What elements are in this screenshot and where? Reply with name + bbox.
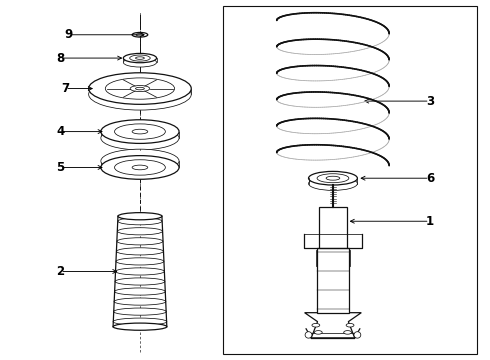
Ellipse shape [115, 288, 165, 295]
Ellipse shape [113, 323, 167, 330]
Text: 1: 1 [426, 215, 434, 228]
Ellipse shape [123, 58, 157, 67]
Ellipse shape [117, 238, 163, 245]
Ellipse shape [136, 33, 144, 36]
Ellipse shape [123, 53, 157, 63]
Ellipse shape [354, 332, 361, 338]
Ellipse shape [116, 268, 164, 275]
Text: 3: 3 [426, 95, 434, 108]
Ellipse shape [105, 78, 174, 99]
Ellipse shape [115, 124, 165, 139]
Ellipse shape [118, 228, 162, 235]
Ellipse shape [117, 248, 163, 255]
Ellipse shape [305, 332, 312, 338]
Ellipse shape [130, 55, 150, 61]
Ellipse shape [114, 308, 166, 315]
Ellipse shape [136, 57, 145, 59]
Ellipse shape [118, 218, 162, 225]
Ellipse shape [130, 86, 150, 91]
Text: 4: 4 [56, 125, 64, 138]
Ellipse shape [116, 258, 164, 265]
Bar [319, 207, 346, 250]
Polygon shape [305, 313, 361, 338]
Text: 9: 9 [65, 28, 73, 41]
Ellipse shape [101, 126, 179, 150]
Ellipse shape [309, 171, 357, 185]
Ellipse shape [89, 73, 191, 104]
Ellipse shape [132, 32, 148, 37]
Bar [223, 6, 477, 354]
Ellipse shape [132, 165, 148, 170]
Ellipse shape [132, 129, 148, 134]
Ellipse shape [315, 330, 322, 334]
Ellipse shape [118, 213, 162, 220]
Ellipse shape [114, 298, 166, 305]
Ellipse shape [317, 174, 349, 183]
Ellipse shape [115, 278, 165, 285]
Ellipse shape [309, 177, 357, 190]
Ellipse shape [343, 330, 351, 334]
Text: 7: 7 [61, 82, 69, 95]
Bar [317, 250, 349, 266]
Ellipse shape [101, 156, 179, 179]
Ellipse shape [136, 87, 145, 90]
Ellipse shape [89, 78, 191, 110]
Text: 5: 5 [56, 161, 64, 174]
Text: 2: 2 [56, 265, 64, 278]
Bar [318, 248, 348, 313]
Ellipse shape [113, 318, 167, 325]
Ellipse shape [115, 160, 165, 175]
Ellipse shape [326, 176, 340, 180]
Ellipse shape [346, 323, 354, 327]
Ellipse shape [101, 149, 179, 173]
Ellipse shape [312, 323, 320, 327]
Text: 6: 6 [426, 172, 434, 185]
Ellipse shape [101, 120, 179, 143]
Text: 8: 8 [56, 51, 64, 64]
